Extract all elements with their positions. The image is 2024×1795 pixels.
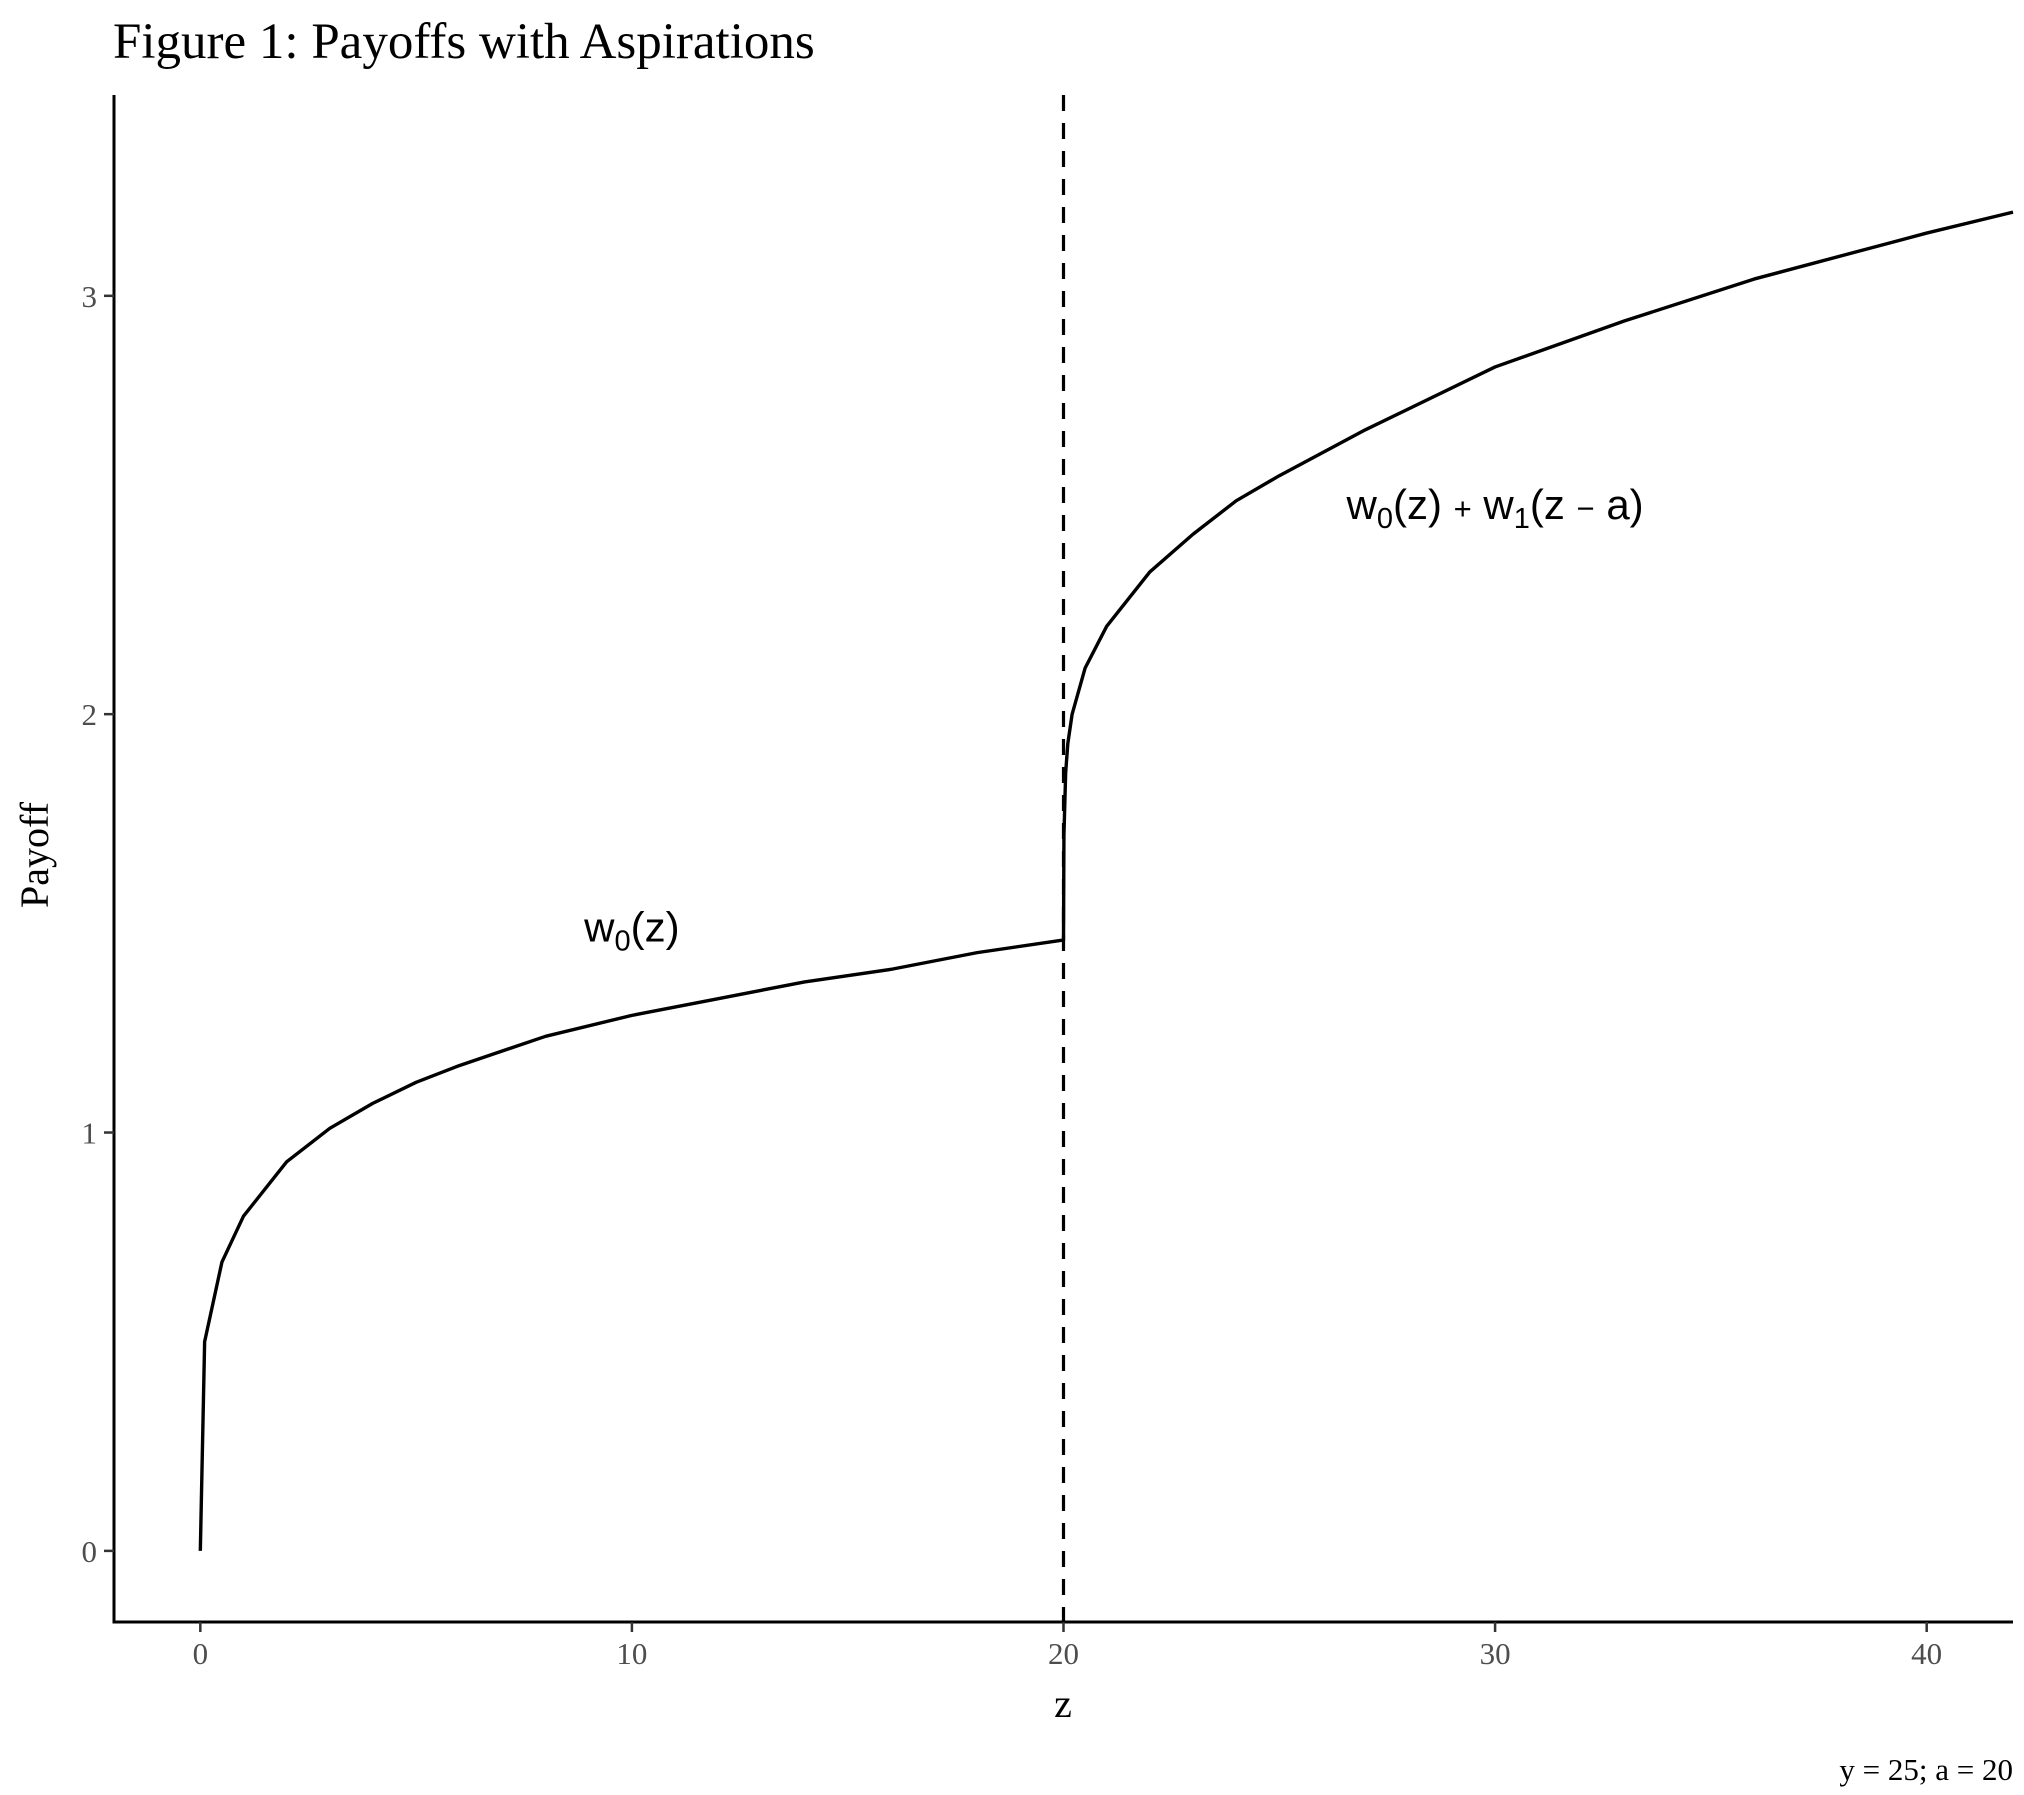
x-tick-label: 20 xyxy=(1048,1636,1079,1671)
annotation-w0-plus-w1: w0(z) + w1(z − a) xyxy=(1346,481,1644,535)
x-tick-label: 40 xyxy=(1911,1636,1942,1671)
y-tick-label: 3 xyxy=(82,279,98,314)
x-tick-label: 30 xyxy=(1480,1636,1511,1671)
x-axis-label: z xyxy=(1054,1681,1072,1726)
y-tick-label: 2 xyxy=(82,697,98,732)
chart-title: Figure 1: Payoffs with Aspirations xyxy=(113,14,815,70)
y-tick-label: 1 xyxy=(82,1116,98,1151)
y-axis-label: Payoff xyxy=(12,801,57,908)
x-tick-label: 0 xyxy=(193,1636,209,1671)
y-tick-label: 0 xyxy=(82,1534,98,1569)
payoff-curve xyxy=(198,210,2014,1551)
chart-caption: y = 25; a = 20 xyxy=(1839,1752,2013,1787)
x-tick-label: 10 xyxy=(616,1636,647,1671)
plot-area: 0 10 20 30 40 0 1 2 3 w0(z) w0(z) + w1(z − a) xyxy=(82,95,2014,1671)
annotation-w0: w0(z) xyxy=(583,904,679,958)
